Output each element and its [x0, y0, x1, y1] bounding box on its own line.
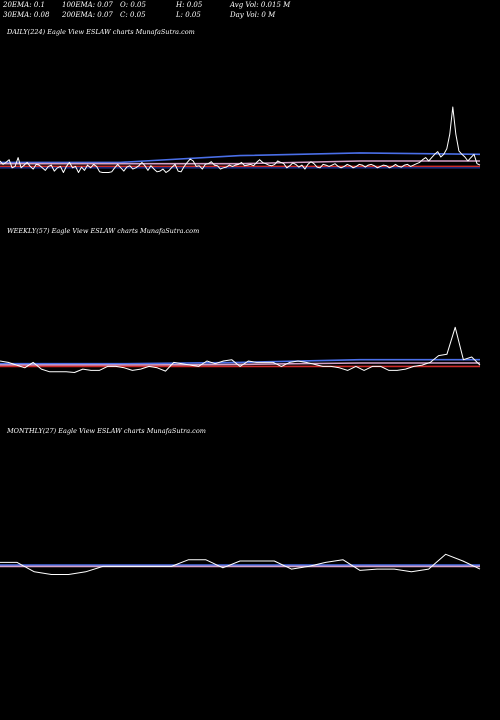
weekly-30ema-line [0, 362, 480, 366]
monthly-price-line [0, 553, 481, 575]
weekly-price-line [0, 326, 481, 373]
daily-chart-title: DAILY(224) Eagle View ESLAW charts Munaf… [7, 28, 195, 36]
monthly-chart-title: MONTHLY(27) Eagle View ESLAW charts Muna… [7, 427, 206, 435]
daily-20ema-line [0, 152, 481, 164]
day-vol-readout: Day Vol: 0 M [230, 11, 276, 19]
daily-chart [0, 106, 481, 173]
weekly-chart-title: WEEKLY(57) Eagle View ESLAW charts Munaf… [7, 227, 200, 235]
ema20-readout: 20EMA: 0.1 [3, 1, 45, 9]
close-readout: C: 0.05 [120, 11, 146, 19]
weekly-chart [0, 326, 481, 373]
ema100-readout: 100EMA: 0.07 [62, 1, 113, 9]
avg-vol-readout: Avg Vol: 0.015 M [230, 1, 291, 9]
monthly-chart [0, 553, 481, 575]
high-readout: H: 0.05 [176, 1, 203, 9]
weekly-20ema-line [0, 358, 480, 365]
low-readout: L: 0.05 [176, 11, 201, 19]
ema200-readout: 200EMA: 0.07 [62, 11, 113, 19]
ema30-readout: 30EMA: 0.08 [3, 11, 50, 19]
daily-price-line [0, 106, 481, 173]
open-readout: O: 0.05 [120, 1, 146, 9]
